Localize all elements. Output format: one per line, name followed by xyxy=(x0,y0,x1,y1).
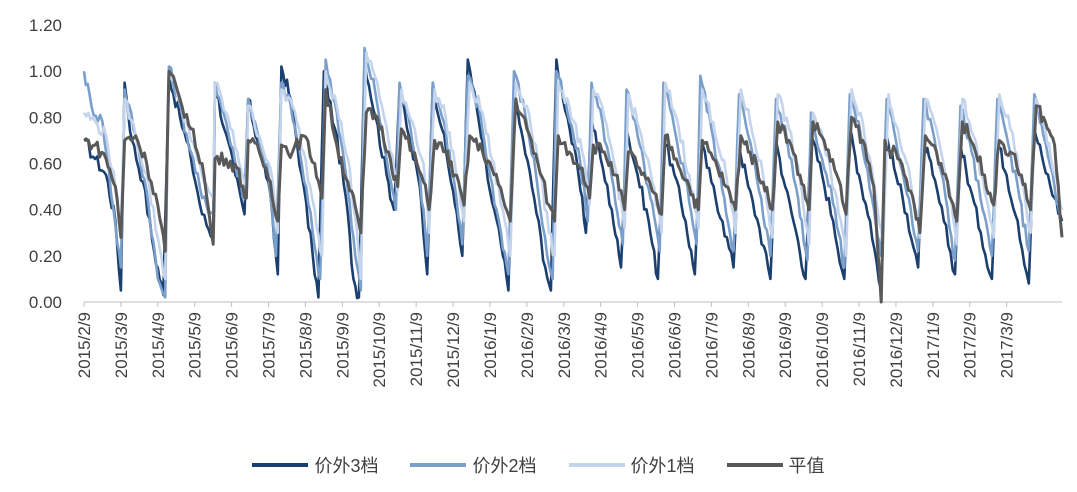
x-tick-label: 2015/5/9 xyxy=(186,312,205,378)
y-tick-label: 1.00 xyxy=(29,62,62,81)
legend-label: 价外1档 xyxy=(630,456,695,476)
x-tick-label: 2015/6/9 xyxy=(223,312,242,378)
series-line-1 xyxy=(83,58,1064,300)
legend-label: 价外3档 xyxy=(314,456,379,476)
legend-item: 平值 xyxy=(726,452,825,478)
x-tick-label: 2016/12/9 xyxy=(887,312,906,388)
series-line-2 xyxy=(82,46,1064,299)
x-tick-label: 2017/3/9 xyxy=(998,312,1017,378)
legend-label: 价外2档 xyxy=(472,456,537,476)
x-tick-label: 2016/3/9 xyxy=(555,312,574,378)
x-tick-label: 2015/3/9 xyxy=(112,312,131,378)
x-tick-label: 2015/8/9 xyxy=(296,312,315,378)
y-tick-label: 0.00 xyxy=(29,293,62,312)
legend-swatch xyxy=(252,463,309,467)
x-tick-label: 2016/1/9 xyxy=(481,312,500,378)
y-tick-label: 0.80 xyxy=(29,108,62,127)
x-tick-label: 2015/4/9 xyxy=(149,312,168,378)
x-tick-label: 2016/2/9 xyxy=(518,312,537,378)
x-tick-label: 2017/1/9 xyxy=(924,312,943,378)
y-tick-label: 1.20 xyxy=(29,16,62,35)
chart-lines xyxy=(82,46,1064,304)
x-tick-label: 2016/11/9 xyxy=(850,312,869,386)
x-tick-label: 2016/4/9 xyxy=(592,312,611,378)
y-tick-label: 0.20 xyxy=(29,247,62,266)
series-line-3 xyxy=(82,51,1064,281)
chart-axes: 0.00 0.20 0.40 0.60 0.80 1.00 1.20 2015/2/9 2015… xyxy=(29,16,1062,388)
y-tick-label: 0.40 xyxy=(29,201,62,220)
x-tick-label: 2016/9/9 xyxy=(776,312,795,378)
legend-swatch xyxy=(726,463,783,467)
x-tick-label: 2015/10/9 xyxy=(370,312,389,388)
legend-item: 价外3档 xyxy=(252,452,378,478)
x-tick-label: 2016/10/9 xyxy=(813,312,832,388)
x-tick-label: 2015/11/9 xyxy=(407,312,426,386)
line-chart: 0.00 0.20 0.40 0.60 0.80 1.00 1.20 2015/2/9 2015… xyxy=(29,16,1064,388)
x-tick-label: 2016/5/9 xyxy=(629,312,648,378)
legend-item: 价外2档 xyxy=(410,452,537,478)
y-tick-label: 0.60 xyxy=(29,155,62,174)
x-tick-label: 2016/6/9 xyxy=(665,312,684,378)
x-tick-label: 2015/2/9 xyxy=(75,312,94,378)
legend-item: 价外1档 xyxy=(568,452,695,478)
x-tick-label: 2016/8/9 xyxy=(739,312,758,378)
x-tick-label: 2015/9/9 xyxy=(333,312,352,378)
legend-swatch xyxy=(568,463,625,467)
series-line-4 xyxy=(83,69,1064,304)
x-tick-label: 2015/7/9 xyxy=(260,312,279,378)
legend-swatch xyxy=(410,463,467,467)
chart-legend: 价外3档 价外2档 价外1档 平值 xyxy=(0,452,1077,478)
legend-label: 平值 xyxy=(788,456,825,476)
x-tick-label: 2015/12/9 xyxy=(444,312,463,388)
x-tick-label: 2016/7/9 xyxy=(702,312,721,378)
x-tick-label: 2017/2/9 xyxy=(961,312,980,378)
